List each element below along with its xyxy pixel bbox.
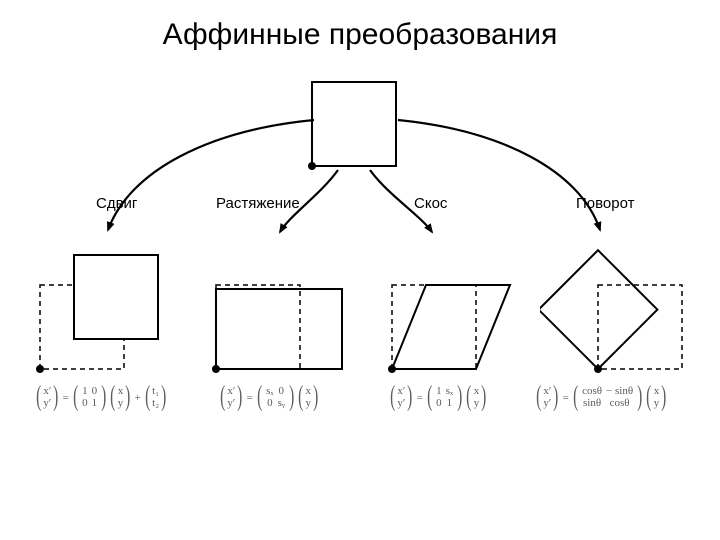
panel-skew — [380, 245, 540, 385]
equation-scale: (x′y′)=(sₓ00sᵧ)(xy) — [218, 386, 320, 409]
arrows-group — [108, 120, 600, 232]
root-square — [308, 82, 396, 170]
label-skew: Скос — [414, 195, 447, 212]
equation-rotate: (x′y′)=(cosθsinθ− sinθcosθ)(xy) — [534, 386, 669, 409]
panel-translate — [30, 245, 190, 385]
panel-rotate — [540, 245, 710, 385]
label-translate: Сдвиг — [96, 195, 137, 212]
equation-skew: (x′y′)=(10sₓ1)(xy) — [388, 386, 489, 409]
label-scale: Растяжение — [216, 195, 300, 212]
equation-translate: (x′y′)=(1001)(xy)+(t₁t₂) — [34, 386, 168, 409]
panel-scale — [210, 245, 370, 385]
label-rotate: Поворот — [576, 195, 635, 212]
